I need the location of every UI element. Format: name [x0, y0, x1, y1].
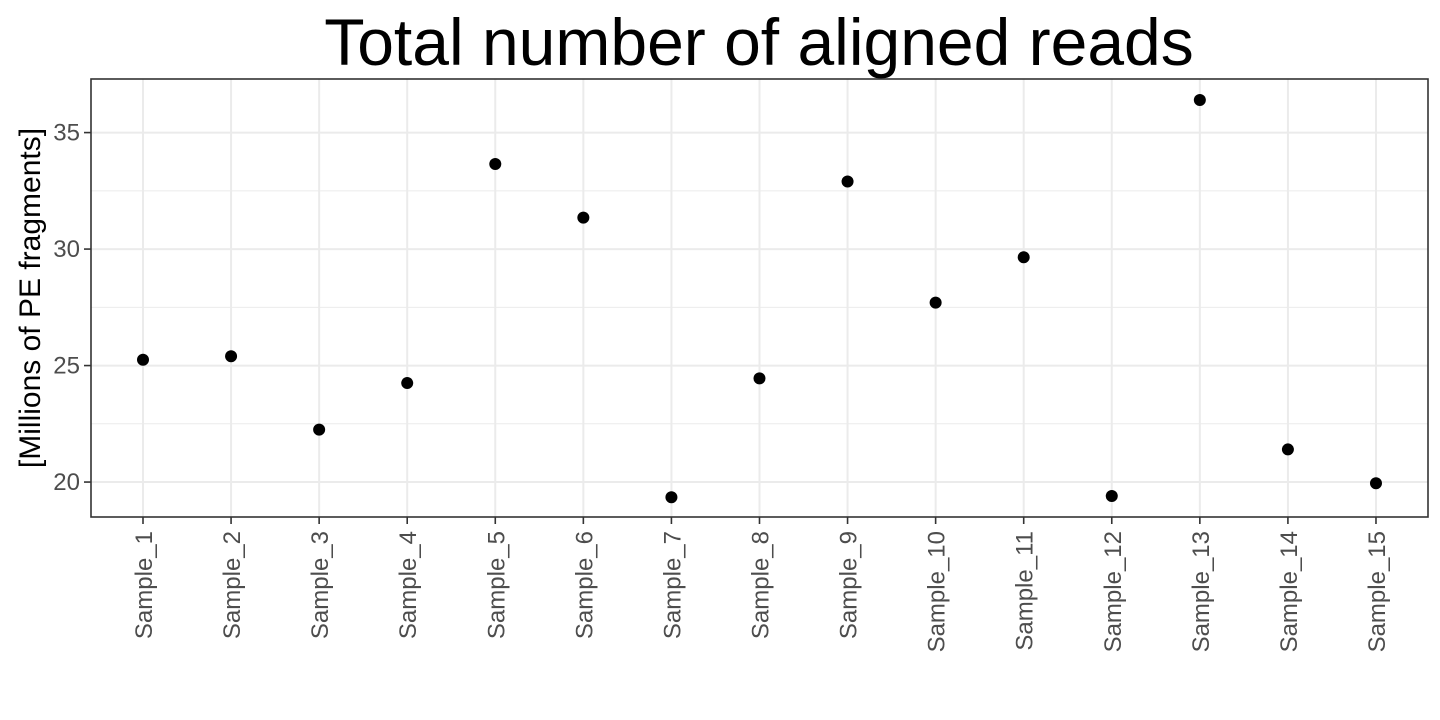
x-axis-ticks: Sample_1 Sample_2 Sample_3 Sample_4 Sample_5…: [131, 517, 1391, 652]
data-point: [489, 158, 502, 171]
major-gridlines: [91, 79, 1428, 517]
y-axis-label: [Millions of PE fragments]: [14, 128, 47, 468]
x-tick-label: Sample_13: [1188, 531, 1215, 652]
x-tick-label: Sample_7: [659, 531, 686, 639]
data-points: [137, 93, 1382, 504]
data-point: [753, 372, 766, 385]
data-point: [1369, 477, 1382, 490]
x-tick-label: Sample_5: [483, 531, 510, 639]
y-axis-ticks: 20 25 30 35: [53, 120, 91, 496]
data-point: [401, 377, 414, 390]
x-tick-label: Sample_1: [131, 531, 158, 639]
data-point: [577, 211, 590, 224]
x-tick-label: Sample_11: [1012, 531, 1039, 651]
data-point: [929, 296, 942, 309]
x-tick-label: Sample_14: [1276, 531, 1303, 652]
y-tick-label: 20: [53, 469, 80, 496]
data-point: [1193, 93, 1206, 106]
data-point: [1105, 490, 1118, 503]
x-tick-label: Sample_2: [219, 531, 246, 639]
y-tick-label: 25: [53, 353, 80, 380]
data-point: [1281, 443, 1294, 456]
data-point: [841, 175, 854, 188]
x-tick-label: Sample_9: [836, 531, 863, 639]
x-tick-label: Sample_6: [571, 531, 598, 639]
x-tick-label: Sample_8: [747, 531, 774, 639]
x-tick-label: Sample_12: [1100, 531, 1127, 652]
y-tick-label: 35: [53, 120, 80, 147]
data-point: [225, 350, 238, 363]
data-point: [137, 353, 149, 366]
x-tick-label: Sample_3: [307, 531, 334, 639]
x-tick-label: Sample_10: [924, 531, 951, 652]
chart-title: Total number of aligned reads: [324, 5, 1194, 79]
x-tick-label: Sample_4: [395, 531, 422, 639]
y-tick-label: 30: [53, 236, 80, 263]
data-point: [665, 491, 678, 504]
data-point: [1017, 251, 1030, 264]
x-tick-label: Sample_15: [1364, 531, 1391, 652]
data-point: [313, 423, 326, 436]
